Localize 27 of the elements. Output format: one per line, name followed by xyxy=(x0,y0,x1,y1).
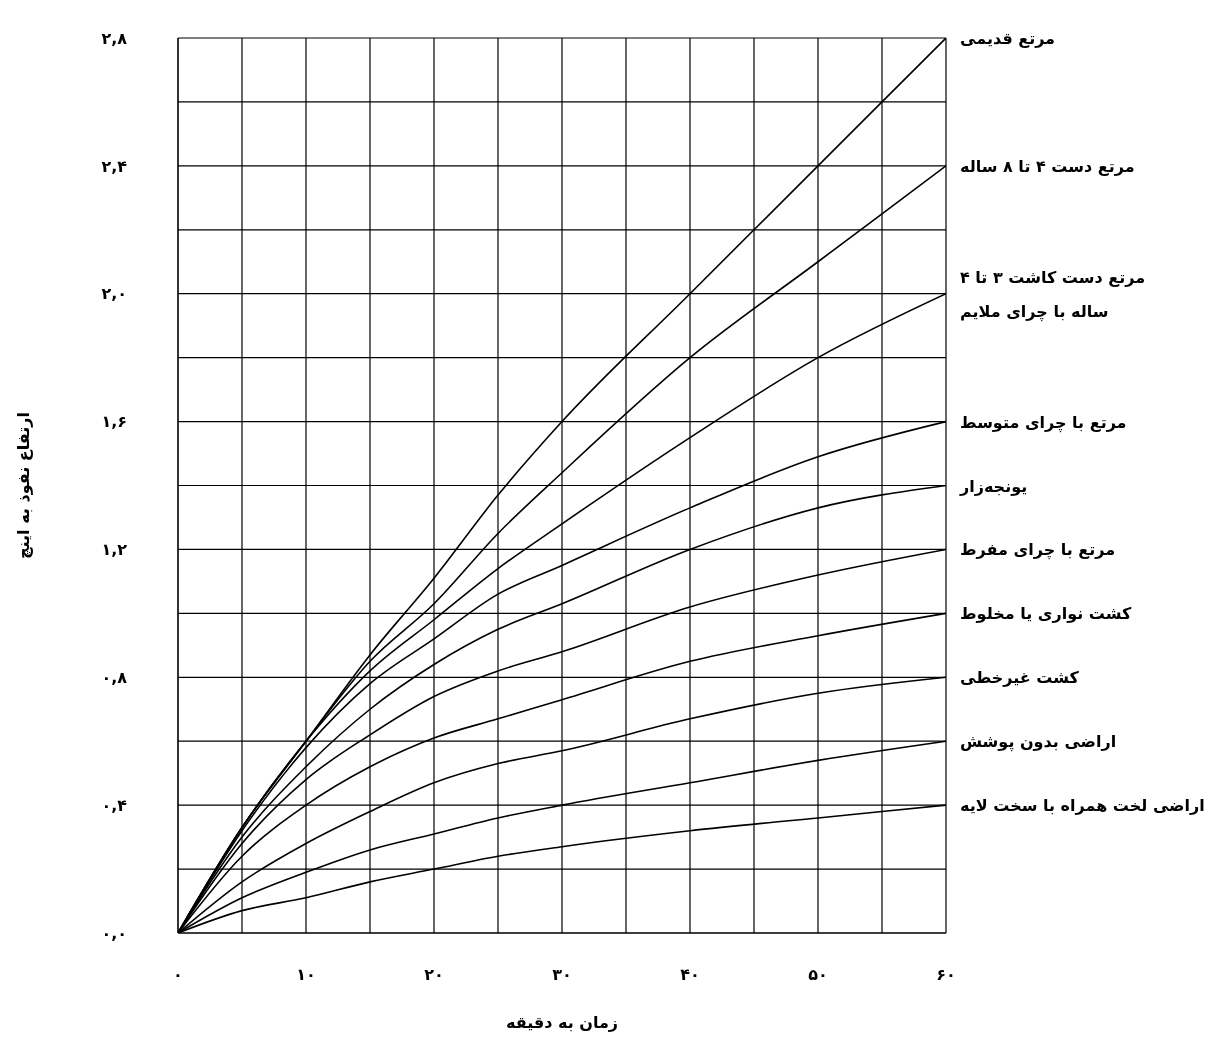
y-tick-label: ۰,۰ xyxy=(101,923,127,943)
x-tick-label: ۶۰ xyxy=(936,965,956,985)
series-label: کشت غیرخطی xyxy=(960,668,1080,688)
series-label: مرتع دست ۴ تا ۸ ساله xyxy=(960,156,1135,176)
series-label: یونجه‌زار xyxy=(959,476,1028,496)
y-tick-label: ۰,۴ xyxy=(101,795,128,815)
y-tick-label: ۰,۸ xyxy=(101,667,128,687)
x-tick-label: ۵۰ xyxy=(808,965,828,985)
y-tick-label: ۲,۸ xyxy=(101,28,128,48)
series-label: مرتع با چرای متوسط xyxy=(960,412,1127,433)
y-tick-label: ۲,۰ xyxy=(101,284,127,304)
series-label: اراضی لخت همراه با سخت لایه xyxy=(960,796,1205,816)
x-tick-label: ۱۰ xyxy=(296,965,316,985)
x-axis-title: زمان به دقیقه xyxy=(505,1013,619,1032)
x-tick-label: ۴۰ xyxy=(680,965,700,985)
x-tick-label: ۲۰ xyxy=(424,965,444,985)
x-tick-label: ۰ xyxy=(173,965,183,985)
y-tick-label: ۲,۴ xyxy=(101,156,128,176)
series-label: اراضی بدون پوشش xyxy=(960,732,1117,753)
series-label: مرتع با چرای مفرط xyxy=(960,540,1116,561)
y-tick-label: ۱,۲ xyxy=(101,540,128,560)
y-tick-label: ۱,۶ xyxy=(101,412,127,432)
series-label: مرتع دست کاشت ۳ تا ۴ ساله با چرای ملایم xyxy=(960,267,1146,322)
series-label: مرتع قدیمی xyxy=(960,29,1056,48)
x-tick-label: ۳۰ xyxy=(552,965,572,985)
series-label: کشت نواری یا مخلوط xyxy=(960,604,1132,624)
y-axis-title: ارتفاع نفوذ به اینچ xyxy=(13,412,33,559)
